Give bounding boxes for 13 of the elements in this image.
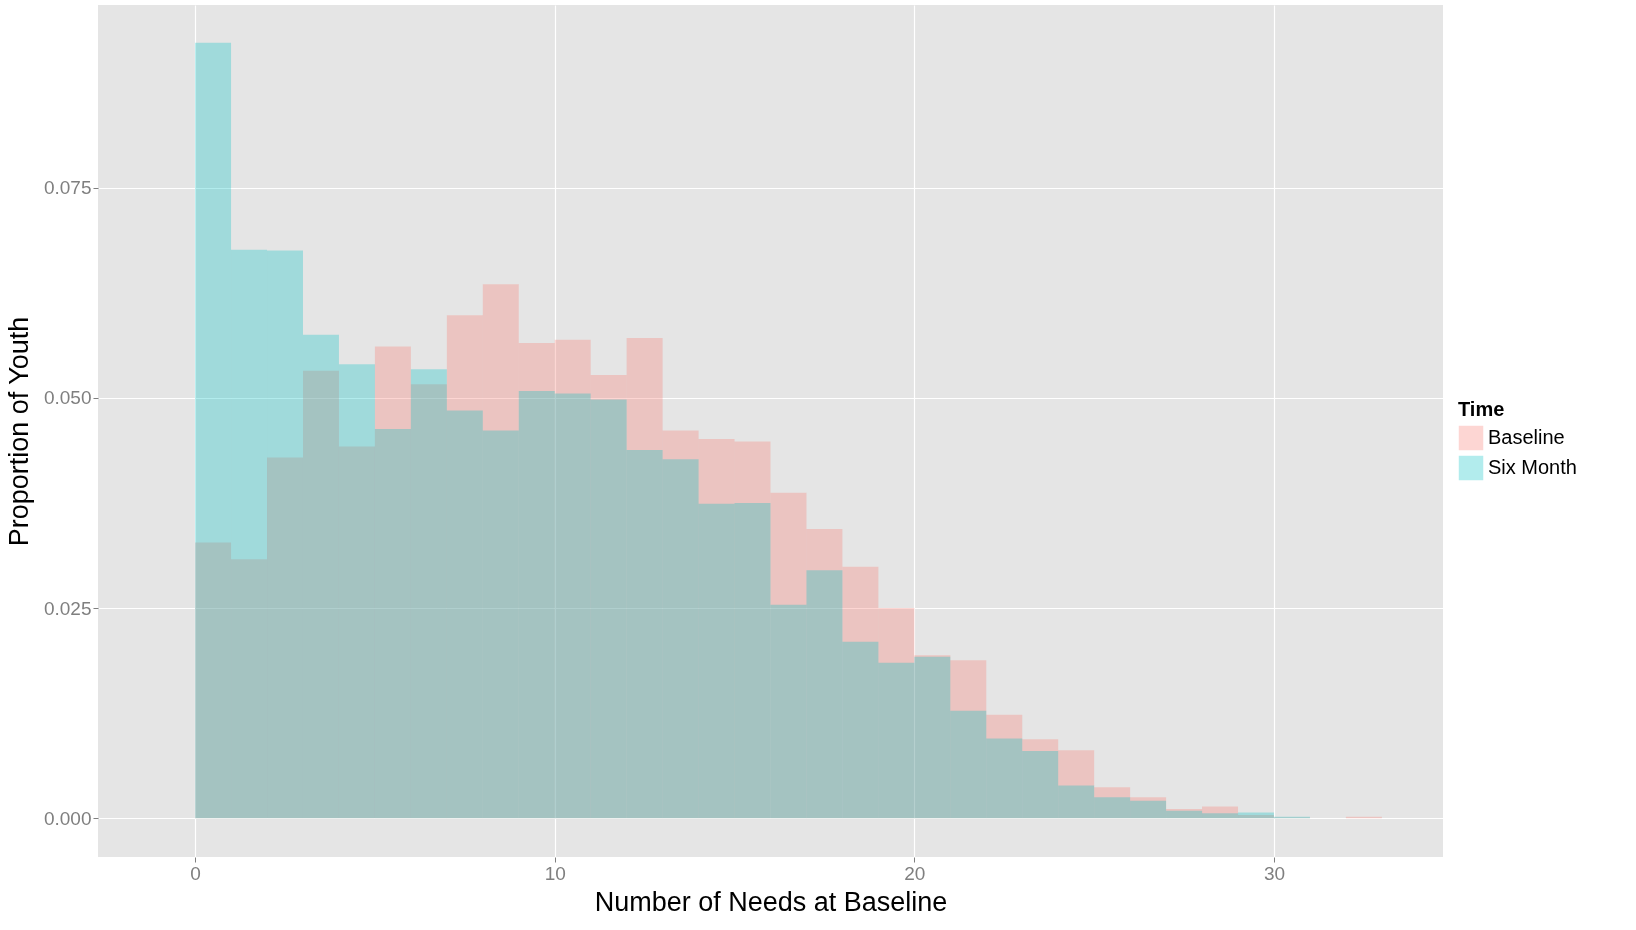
y-axis-title: Proportion of Youth [3,316,34,547]
y-tick-label: 0.000 [43,807,92,829]
x-tick-label: 10 [544,862,566,884]
legend-label: Six Month [1488,456,1577,478]
y-tick-label: 0.050 [43,387,92,409]
legend-label: Baseline [1488,426,1565,448]
y-tick-label: 0.075 [43,177,92,199]
legend-title: Time [1458,398,1505,420]
y-tick-label: 0.025 [43,597,92,619]
x-tick-label: 0 [190,862,201,884]
x-tick-label: 20 [904,862,926,884]
x-tick-label: 30 [1263,862,1286,884]
x-axis-title: Number of Needs at Baseline [594,886,948,917]
